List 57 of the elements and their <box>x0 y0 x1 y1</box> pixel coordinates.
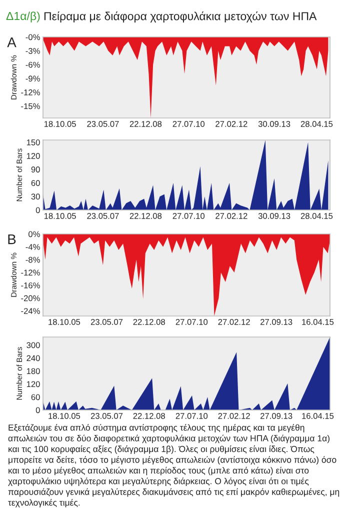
y-tick-label: -6% <box>26 62 40 68</box>
x-tick-label: 18.10.05 <box>48 319 80 325</box>
x-tick-label: 22.12.08 <box>130 121 162 127</box>
x-tick-label: 27.07.10 <box>176 413 208 419</box>
y-tick-label: -20% <box>21 295 40 302</box>
chart-subtitle: B <box>8 234 16 244</box>
y-tick-label: -9% <box>26 76 40 82</box>
text: Εξετάζουμε ένα απλό σύστημα αντίστροφης τέλους της ημέρας και τα μεγέθη απωλειών του σε δύο διαφορετικά χαρτοφυλάκια μετοχών των ΗΠΑ (διάγραμμα 1α) και τις 100 κορυφαίες αξίες (διάγραμμα 1β). Όλες οι ρυθμίσεις είναι ίδιες. Όπως μπορείτε να δείτε, τόσο το μέγιστο μέγεθος απωλειών (αντίστοιχα κόκκινο πάνω) όσο και το μέσο μέγεθος απωλειών και η περίοδος τους (μπλε από κάτω) είναι στο χαρτοφυλάκιο υψηλότερα και μεγαλύτερης διάρκειας. Ο λόγος είναι ότι οι τιμές παρουσιάζουν γενικά μεγαλύτερες διακυμάνσεις από τις επί μακρόν καθιερωμένες, μη τεχνολογικές τιμές. <box>8 424 340 508</box>
x-tick-label: 27.09.13 <box>260 319 292 325</box>
chart-title: Δ1α/β) Πείραμα με διάφορα χαρτοφυλάκια μετοχών των ΗΠΑ <box>6 11 317 23</box>
x-tick-label: 27.02.12 <box>216 213 248 219</box>
x-tick-label: 27.07.10 <box>176 319 208 325</box>
y-tick-label: 30 <box>31 194 40 200</box>
y-tick-label: -3% <box>26 48 40 54</box>
y-tick-label: 90 <box>31 166 40 172</box>
y-tick-label: -15% <box>21 103 40 110</box>
x-tick-label: 27.02.12 <box>218 319 250 325</box>
y-tick-label: -8% <box>26 256 40 263</box>
x-tick-label: 22.12.08 <box>133 319 165 325</box>
x-tick-label: 30.09.13 <box>258 121 290 127</box>
y-tick-label: 150 <box>26 139 40 146</box>
chart-subtitle: A <box>7 38 16 48</box>
x-tick-label: 16.04.15 <box>302 319 334 325</box>
y-tick-label: -16% <box>21 282 40 288</box>
y-tick-label: 120 <box>26 153 40 159</box>
x-tick-label: 28.04.15 <box>300 121 333 127</box>
y-tick-label: -24% <box>21 308 40 314</box>
x-tick-label: 27.02.12 <box>218 413 250 419</box>
x-tick-label: 23.05.07 <box>90 319 123 325</box>
y-tick-label: -12% <box>21 270 40 276</box>
x-tick-label: 28.04.15 <box>300 213 333 219</box>
x-tick-label: 18.10.05 <box>44 121 76 127</box>
x-tick-label: 23.05.07 <box>87 121 119 127</box>
y-tick-label: -0% <box>26 34 40 40</box>
x-tick-label: 27.02.12 <box>216 121 248 127</box>
x-tick-label: 23.05.07 <box>87 213 119 219</box>
y-tick-label: -4% <box>26 244 40 250</box>
x-tick-label: 16.04.15 <box>302 413 334 419</box>
x-tick-label: 23.05.07 <box>90 413 123 419</box>
y-tick-label: -12% <box>21 89 40 96</box>
x-tick-label: 22.12.08 <box>133 413 165 419</box>
y-tick-label: 240 <box>26 355 40 362</box>
x-tick-label: 18.10.05 <box>48 413 80 419</box>
y-tick-label: 0 <box>36 207 40 214</box>
y-tick-label: 0 <box>36 407 40 414</box>
x-tick-label: 27.07.10 <box>172 121 205 127</box>
x-tick-label: 30.09.13 <box>258 213 290 219</box>
y-tick-label: 60 <box>31 394 40 400</box>
y-tick-label: 300 <box>26 342 40 348</box>
y-tick-label: 180 <box>26 368 40 374</box>
y-tick-label: 120 <box>26 381 40 388</box>
y-tick-label: 60 <box>31 180 40 186</box>
y-tick-label: 0% <box>28 231 40 238</box>
x-tick-label: 18.10.05 <box>44 213 76 219</box>
x-tick-label: 27.09.13 <box>260 413 292 419</box>
x-tick-label: 22.12.08 <box>130 213 162 219</box>
x-tick-label: 27.07.10 <box>172 213 205 219</box>
